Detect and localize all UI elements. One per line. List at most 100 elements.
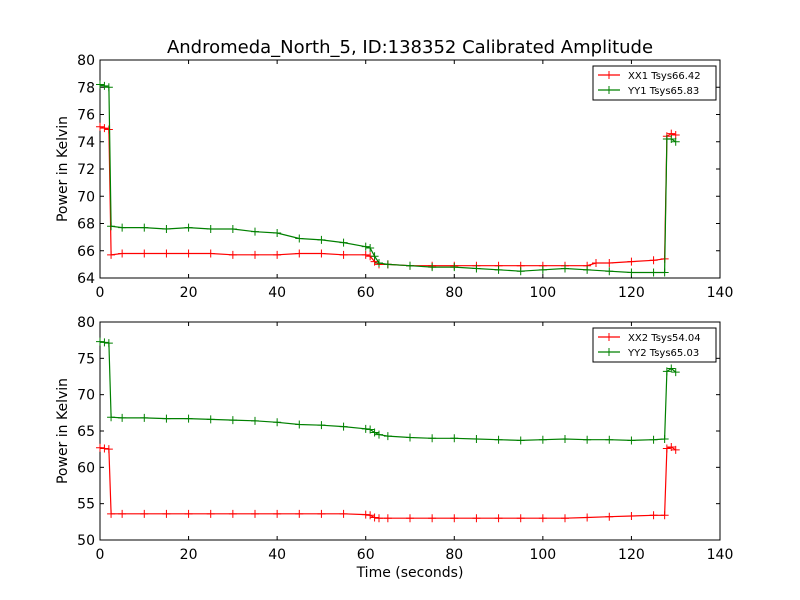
data-point bbox=[100, 124, 109, 133]
data-point bbox=[406, 433, 414, 442]
y-tick-label: 75 bbox=[77, 351, 95, 367]
data-point bbox=[592, 259, 600, 268]
data-point bbox=[583, 435, 592, 444]
legend-box bbox=[592, 65, 717, 101]
data-point bbox=[96, 337, 104, 346]
legend-entry-label: YY2 Tsys65.03 bbox=[627, 348, 699, 359]
y-tick-label: 72 bbox=[77, 162, 95, 178]
data-point bbox=[660, 434, 669, 443]
data-point bbox=[671, 137, 680, 146]
data-point bbox=[96, 80, 104, 89]
data-point bbox=[472, 514, 481, 523]
x-axis-label: Time (seconds) bbox=[356, 565, 464, 581]
data-point bbox=[366, 425, 375, 434]
y-axis-label: Power in Kelvin bbox=[55, 378, 71, 484]
y-tick-label: 50 bbox=[77, 533, 95, 549]
y-tick-label: 65 bbox=[77, 424, 95, 440]
data-point bbox=[370, 252, 379, 261]
data-point bbox=[667, 364, 676, 373]
data-point bbox=[561, 264, 569, 273]
data-point bbox=[649, 268, 658, 277]
data-point bbox=[251, 250, 259, 259]
data-point bbox=[273, 250, 282, 259]
data-point bbox=[100, 444, 109, 453]
y-tick-label: 55 bbox=[77, 497, 95, 513]
data-point bbox=[662, 444, 671, 453]
data-point bbox=[671, 445, 680, 454]
data-point bbox=[295, 249, 304, 258]
data-point bbox=[406, 261, 414, 270]
data-point bbox=[370, 428, 379, 437]
data-point bbox=[450, 434, 459, 443]
y-tick-label: 78 bbox=[77, 80, 95, 96]
data-point bbox=[671, 130, 680, 139]
data-point bbox=[96, 122, 104, 131]
data-point bbox=[228, 416, 237, 425]
legend-swatch-marker bbox=[605, 86, 613, 94]
data-point bbox=[383, 432, 392, 441]
x-tick-label: 40 bbox=[268, 547, 286, 563]
x-tick-label: 80 bbox=[445, 547, 463, 563]
legend-swatch-marker bbox=[605, 71, 613, 79]
x-tick-label: 140 bbox=[707, 547, 734, 563]
data-point bbox=[118, 249, 127, 258]
data-point bbox=[228, 250, 237, 259]
data-point bbox=[627, 268, 636, 277]
data-point bbox=[627, 512, 636, 521]
data-point bbox=[140, 223, 149, 232]
data-point bbox=[317, 421, 326, 430]
data-point bbox=[251, 509, 259, 518]
data-point bbox=[627, 436, 636, 445]
data-point bbox=[406, 514, 414, 523]
data-point bbox=[140, 249, 149, 258]
data-point bbox=[428, 263, 437, 272]
data-point bbox=[140, 413, 149, 422]
data-point bbox=[339, 422, 348, 431]
y-tick-label: 80 bbox=[77, 315, 95, 331]
data-point bbox=[561, 434, 569, 443]
data-point bbox=[605, 267, 614, 276]
data-point bbox=[538, 514, 547, 523]
data-point bbox=[295, 509, 304, 518]
x-tick-label: 100 bbox=[529, 547, 556, 563]
data-point bbox=[375, 514, 383, 523]
top-plot: 0 20 40 60 80 100 120 140 64 66 68 70 72 74 76 78 80 Powe… bbox=[55, 53, 733, 301]
data-point bbox=[162, 224, 171, 233]
data-point bbox=[605, 512, 614, 521]
data-point bbox=[383, 514, 392, 523]
x-tick-label: 20 bbox=[180, 547, 198, 563]
data-point bbox=[104, 83, 113, 92]
data-point bbox=[184, 223, 193, 232]
data-point bbox=[649, 256, 658, 265]
x-tick-label: 100 bbox=[529, 285, 556, 301]
data-point bbox=[662, 367, 671, 376]
data-point bbox=[366, 511, 375, 520]
data-point bbox=[104, 125, 113, 134]
data-point bbox=[649, 435, 658, 444]
data-point bbox=[366, 244, 375, 253]
data-point bbox=[516, 436, 525, 445]
y-tick-label: 68 bbox=[77, 217, 95, 233]
y-tick-label: 60 bbox=[77, 460, 95, 476]
x-tick-label: 40 bbox=[268, 285, 286, 301]
y-tick-label: 76 bbox=[77, 108, 95, 124]
data-point bbox=[472, 264, 481, 273]
data-point bbox=[104, 339, 113, 348]
chart-title: Andromeda_North_5, ID:138352 Calibrated … bbox=[167, 37, 653, 58]
data-point bbox=[162, 509, 171, 518]
data-point bbox=[361, 250, 370, 259]
data-point bbox=[370, 513, 379, 522]
data-point bbox=[428, 434, 437, 443]
data-point bbox=[104, 445, 113, 454]
y-axis-label: Power in Kelvin bbox=[55, 116, 71, 222]
data-point bbox=[107, 222, 116, 231]
data-point bbox=[660, 268, 669, 277]
data-point bbox=[251, 416, 259, 425]
data-point bbox=[383, 260, 392, 269]
data-point bbox=[295, 234, 304, 243]
data-point bbox=[118, 509, 127, 518]
y-tick-label: 64 bbox=[77, 271, 95, 287]
data-point bbox=[660, 511, 669, 520]
data-point bbox=[107, 250, 116, 259]
